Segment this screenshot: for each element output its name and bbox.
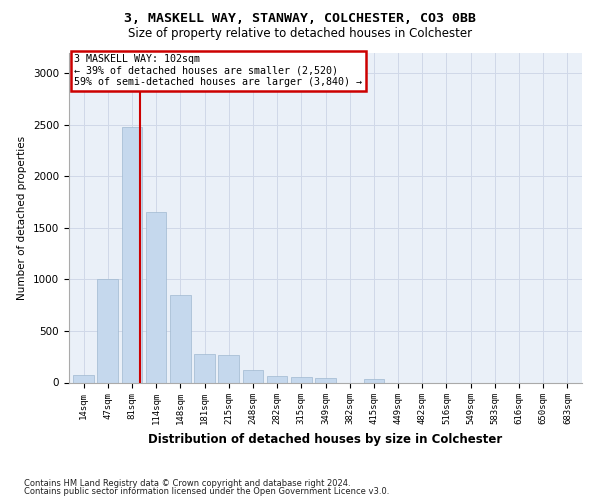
Bar [194,354,215,382]
Bar [73,375,94,382]
Bar [267,376,287,382]
Text: Size of property relative to detached houses in Colchester: Size of property relative to detached ho… [128,28,472,40]
Y-axis label: Number of detached properties: Number of detached properties [17,136,28,300]
X-axis label: Distribution of detached houses by size in Colchester: Distribution of detached houses by size … [148,433,503,446]
Bar [122,126,142,382]
Bar [146,212,166,382]
Text: 3, MASKELL WAY, STANWAY, COLCHESTER, CO3 0BB: 3, MASKELL WAY, STANWAY, COLCHESTER, CO3… [124,12,476,26]
Bar [170,295,191,382]
Text: 3 MASKELL WAY: 102sqm
← 39% of detached houses are smaller (2,520)
59% of semi-d: 3 MASKELL WAY: 102sqm ← 39% of detached … [74,54,362,88]
Text: Contains public sector information licensed under the Open Government Licence v3: Contains public sector information licen… [24,487,389,496]
Bar [242,370,263,382]
Bar [291,377,311,382]
Bar [218,354,239,382]
Bar [364,380,384,382]
Text: Contains HM Land Registry data © Crown copyright and database right 2024.: Contains HM Land Registry data © Crown c… [24,478,350,488]
Bar [315,378,336,382]
Bar [97,280,118,382]
